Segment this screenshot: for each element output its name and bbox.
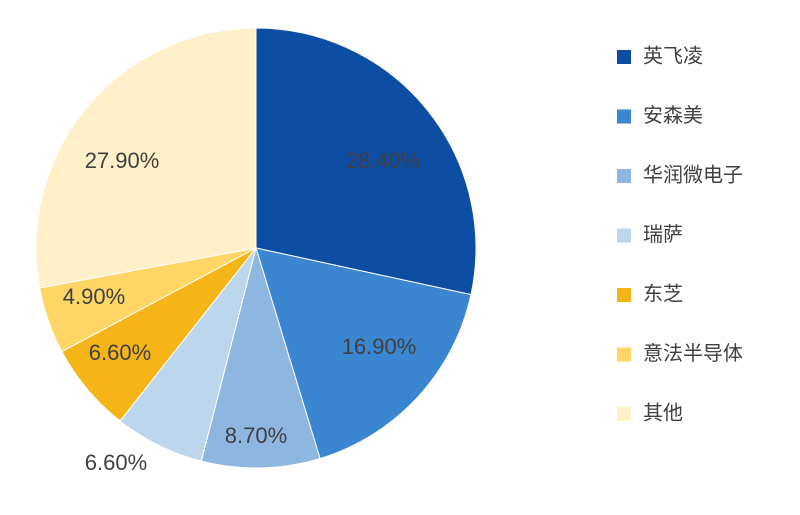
legend-swatch <box>617 50 631 64</box>
legend-label: 意法半导体 <box>643 341 743 365</box>
data-label: 4.90% <box>63 284 125 309</box>
legend-label: 东芝 <box>643 282 683 306</box>
legend-label: 英飞凌 <box>643 44 703 68</box>
pie-slices <box>35 27 477 469</box>
data-label: 16.90% <box>342 334 417 359</box>
legend-label: 安森美 <box>643 103 703 127</box>
legend-swatch <box>617 169 631 183</box>
pie-slice-labels: 28.40% 16.90% 8.70% 6.60% 6.60% 4.90% 27.90% <box>63 148 421 475</box>
legend-swatch <box>617 288 631 302</box>
legend-swatch <box>617 109 631 124</box>
legend-label: 华润微电子 <box>643 163 743 187</box>
legend-swatch <box>617 228 631 243</box>
pie-slice <box>35 27 257 289</box>
legend-swatch <box>617 347 631 362</box>
legend-swatch <box>617 407 631 421</box>
legend-label: 瑞萨 <box>643 222 683 246</box>
pie-slice <box>255 27 477 296</box>
legend-label: 其他 <box>643 401 683 425</box>
data-label: 28.40% <box>346 148 421 173</box>
pie-slice <box>255 247 472 460</box>
data-label: 27.90% <box>85 148 160 173</box>
pie-slice <box>200 246 321 469</box>
data-label: 8.70% <box>225 423 287 448</box>
data-label: 6.60% <box>85 450 147 475</box>
data-label: 6.60% <box>89 340 151 365</box>
